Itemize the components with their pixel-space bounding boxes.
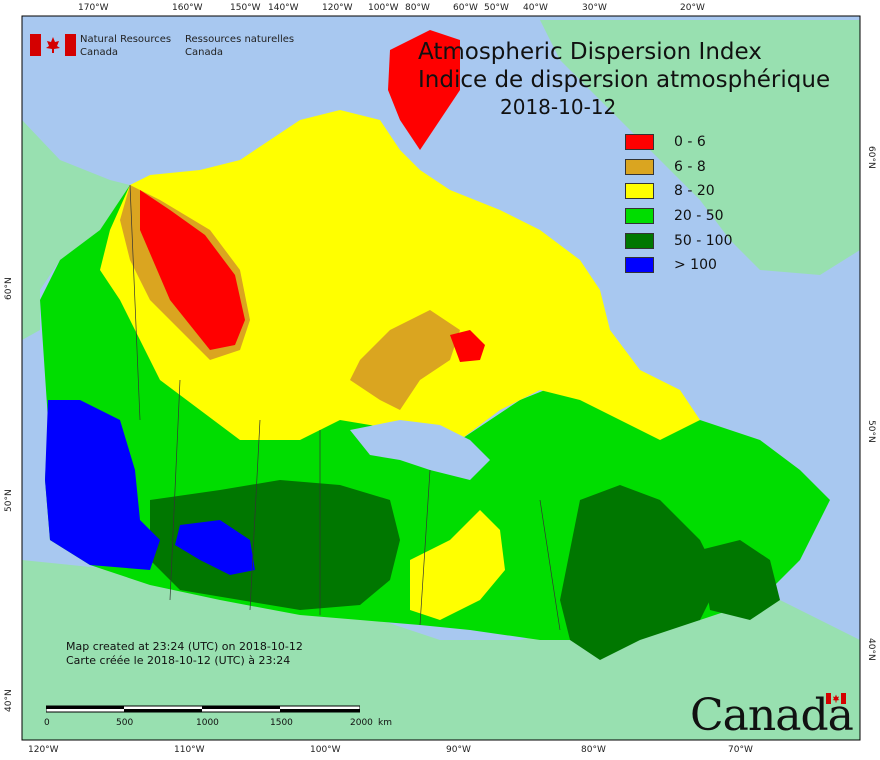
graticule-label: 90°W [446,745,471,755]
graticule-label: 60°W [453,3,478,13]
credits-en: Map created at 23:24 (UTC) on 2018-10-12 [66,640,303,653]
agency-fr-line2: Canada [185,47,224,58]
legend-swatch [625,183,654,200]
canada-region-0-6-east [450,330,485,362]
canada-flag-icon [30,34,76,56]
graticule-label: 60°N [4,277,14,300]
graticule-label: 160°W [172,3,203,13]
canada-region-0-6-north [388,30,460,150]
graticule-label: 40°N [866,638,876,661]
legend-swatch [625,232,654,249]
credits-fr: Carte créée le 2018-10-12 (UTC) à 23:24 [66,654,291,667]
alaska [22,120,130,340]
legend-label: 20 - 50 [674,208,724,225]
graticule-label: 50°W [484,3,509,13]
map-credits: Map created at 23:24 (UTC) on 2018-10-12… [66,640,303,668]
legend-label: 50 - 100 [674,232,733,249]
legend-label: 8 - 20 [674,183,715,200]
legend-label: > 100 [674,257,717,274]
legend-label: 6 - 8 [674,158,706,175]
graticule-label: 100°W [310,745,341,755]
map-date: 2018-10-12 [500,95,617,119]
graticule-label: 30°W [582,3,607,13]
legend-item: 0 - 6 [625,130,733,155]
graticule-label: 50°N [866,420,876,443]
legend-item: 8 - 20 [625,179,733,204]
graticule-label: 60°N [866,146,876,169]
legend-item: 20 - 50 [625,204,733,229]
graticule-label: 100°W [368,3,399,13]
legend-swatch [625,257,654,274]
scale-bar [46,705,360,713]
agency-en-line1: Natural Resources [80,34,172,45]
map-title-en: Atmospheric Dispersion Index [418,39,762,65]
graticule-label: 40°W [523,3,548,13]
united-states [22,560,860,740]
map-title-block: Atmospheric Dispersion Index Indice de d… [418,38,830,120]
agency-en-line2: Canada [80,47,119,58]
canada-region-50-100-east [560,485,720,660]
map-border [21,15,861,741]
graticule-label: 120°W [322,3,353,13]
graticule-label: 110°W [174,745,205,755]
canada-region-50-100 [150,480,400,610]
legend-item: 50 - 100 [625,228,733,253]
scale-unit: km [378,718,392,728]
map-title-fr: Indice de dispersion atmosphérique [418,67,831,93]
canada-region-6-8 [350,310,460,410]
wordmark-flag-icon [826,693,846,704]
canada-region-0-6-west [140,190,245,350]
canada-region-over-100 [45,400,160,570]
scale-tick-label: 2000 [350,718,373,728]
graticule-label: 140°W [268,3,299,13]
graticule-label: 170°W [78,3,109,13]
graticule-label: 70°W [728,745,753,755]
graticule-label: 50°N [4,489,14,512]
hudson-bay [350,420,490,480]
legend-swatch [625,134,654,151]
scale-tick-label: 0 [44,718,50,728]
legend-label: 0 - 6 [674,134,706,151]
agency-fr: Ressources naturelles Canada [185,33,294,59]
canada-region-8-20-south [410,510,505,620]
graticule-label: 150°W [230,3,261,13]
scale-tick-label: 1000 [196,718,219,728]
scale-tick-label: 500 [116,718,134,728]
graticule-label: 40°N [4,689,14,712]
canada-region-over-100-south [175,520,255,575]
graticule-label: 20°W [680,3,705,13]
legend: 0 - 6 6 - 8 8 - 20 20 - 50 50 - 100 > 100 [625,130,733,278]
agency-fr-line1: Ressources naturelles [185,34,295,45]
scale-tick-label: 1500 [270,718,293,728]
legend-swatch [625,158,654,175]
legend-item: 6 - 8 [625,155,733,180]
provincial-borders [129,184,561,631]
canada-region-8-20 [100,110,700,440]
graticule-label: 120°W [28,745,59,755]
graticule-label: 80°W [405,3,430,13]
greenland [540,20,860,275]
graticule-label: 80°W [581,745,606,755]
agency-en: Natural Resources Canada [80,33,171,59]
legend-swatch [625,208,654,225]
legend-item: > 100 [625,253,733,278]
canada-region-50-100-maritime [700,540,780,620]
